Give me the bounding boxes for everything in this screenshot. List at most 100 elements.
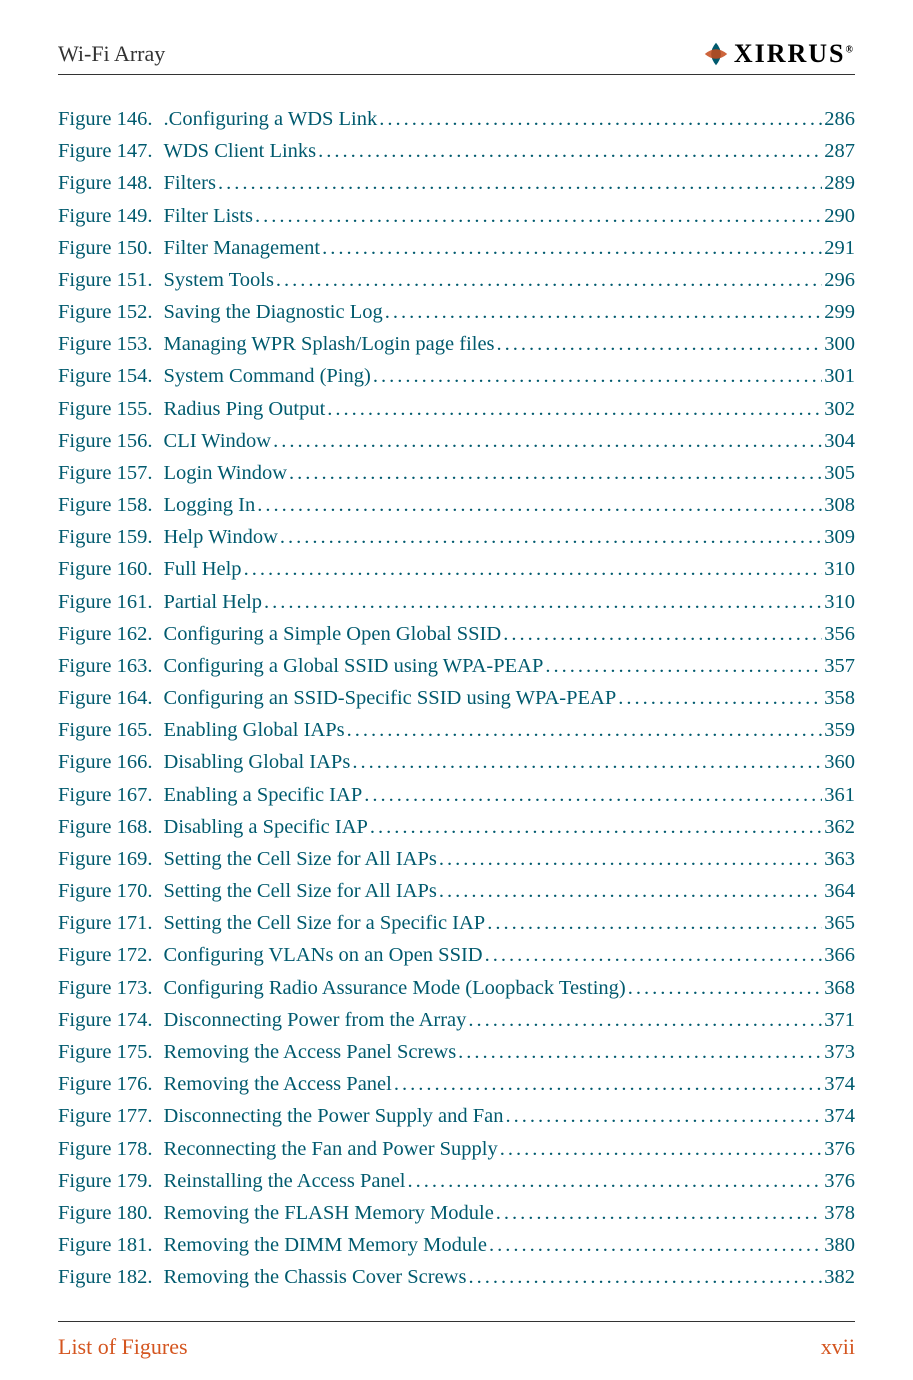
toc-entry[interactable]: Figure 161.Partial Help 310 <box>58 586 855 618</box>
leader-dots <box>379 103 822 135</box>
page-number: 286 <box>824 103 855 135</box>
leader-dots <box>485 939 823 971</box>
figure-number: Figure 147. <box>58 135 153 167</box>
figure-title: Saving the Diagnostic Log <box>164 296 383 328</box>
page-header: Wi-Fi Array XIRRUS® <box>58 38 855 75</box>
figure-title: Filters <box>164 167 216 199</box>
page-number: 374 <box>824 1100 855 1132</box>
toc-entry[interactable]: Figure 178.Reconnecting the Fan and Powe… <box>58 1133 855 1165</box>
toc-entry[interactable]: Figure 168.Disabling a Specific IAP 362 <box>58 811 855 843</box>
page-number: 380 <box>824 1229 855 1261</box>
figure-number: Figure 159. <box>58 521 153 553</box>
figure-title: Disconnecting the Power Supply and Fan <box>164 1100 504 1132</box>
page-number: 302 <box>824 393 855 425</box>
toc-entry[interactable]: Figure 173.Configuring Radio Assurance M… <box>58 972 855 1004</box>
figure-title: Configuring VLANs on an Open SSID <box>164 939 483 971</box>
figure-title: Disabling Global IAPs <box>164 746 351 778</box>
logo-text: XIRRUS® <box>734 39 855 69</box>
figure-number: Figure 167. <box>58 779 153 811</box>
header-title: Wi-Fi Array <box>58 41 165 67</box>
toc-entry[interactable]: Figure 150.Filter Management 291 <box>58 232 855 264</box>
toc-entry[interactable]: Figure 181.Removing the DIMM Memory Modu… <box>58 1229 855 1261</box>
toc-entry[interactable]: Figure 174.Disconnecting Power from the … <box>58 1004 855 1036</box>
page-number: 304 <box>824 425 855 457</box>
toc-entry[interactable]: Figure 180.Removing the FLASH Memory Mod… <box>58 1197 855 1229</box>
figure-title: Setting the Cell Size for a Specific IAP <box>164 907 486 939</box>
toc-entry[interactable]: Figure 156.CLI Window 304 <box>58 425 855 457</box>
toc-entry[interactable]: Figure 164.Configuring an SSID-Specific … <box>58 682 855 714</box>
figure-number: Figure 156. <box>58 425 153 457</box>
leader-dots <box>280 521 822 553</box>
leader-dots <box>458 1036 822 1068</box>
figure-number: Figure 171. <box>58 907 153 939</box>
toc-entry[interactable]: Figure 165.Enabling Global IAPs 359 <box>58 714 855 746</box>
figure-title: Partial Help <box>164 586 263 618</box>
leader-dots <box>489 1229 822 1261</box>
figure-number: Figure 150. <box>58 232 153 264</box>
figure-number: Figure 178. <box>58 1133 153 1165</box>
leader-dots <box>373 360 822 392</box>
toc-entry[interactable]: Figure 151.System Tools 296 <box>58 264 855 296</box>
toc-entry[interactable]: Figure 170.Setting the Cell Size for All… <box>58 875 855 907</box>
toc-entry[interactable]: Figure 154.System Command (Ping) 301 <box>58 360 855 392</box>
toc-entry[interactable]: Figure 175.Removing the Access Panel Scr… <box>58 1036 855 1068</box>
figure-title: Configuring Radio Assurance Mode (Loopba… <box>164 972 626 1004</box>
toc-entry[interactable]: Figure 166.Disabling Global IAPs 360 <box>58 746 855 778</box>
figure-number: Figure 170. <box>58 875 153 907</box>
figure-title: Disconnecting Power from the Array <box>164 1004 467 1036</box>
page-number: 300 <box>824 328 855 360</box>
toc-entry[interactable]: Figure 159.Help Window 309 <box>58 521 855 553</box>
leader-dots <box>497 328 823 360</box>
leader-dots <box>370 811 822 843</box>
leader-dots <box>264 586 822 618</box>
leader-dots <box>408 1165 823 1197</box>
figure-number: Figure 160. <box>58 553 153 585</box>
toc-entry[interactable]: Figure 176.Removing the Access Panel 374 <box>58 1068 855 1100</box>
figure-title: Filter Management <box>164 232 321 264</box>
figure-title: Enabling a Specific IAP <box>164 779 363 811</box>
toc-entry[interactable]: Figure 149.Filter Lists 290 <box>58 200 855 232</box>
page-number: 374 <box>824 1068 855 1100</box>
page-number: 382 <box>824 1261 855 1293</box>
toc-entry[interactable]: Figure 148.Filters 289 <box>58 167 855 199</box>
page-number: 362 <box>824 811 855 843</box>
toc-entry[interactable]: Figure 152.Saving the Diagnostic Log 299 <box>58 296 855 328</box>
toc-entry[interactable]: Figure 158.Logging In 308 <box>58 489 855 521</box>
toc-entry[interactable]: Figure 153.Managing WPR Splash/Login pag… <box>58 328 855 360</box>
toc-entry[interactable]: Figure 146..Configuring a WDS Link 286 <box>58 103 855 135</box>
toc-entry[interactable]: Figure 177.Disconnecting the Power Suppl… <box>58 1100 855 1132</box>
toc-entry[interactable]: Figure 162.Configuring a Simple Open Glo… <box>58 618 855 650</box>
figure-number: Figure 149. <box>58 200 153 232</box>
page-number: 299 <box>824 296 855 328</box>
figure-number: Figure 182. <box>58 1261 153 1293</box>
toc-entry[interactable]: Figure 163.Configuring a Global SSID usi… <box>58 650 855 682</box>
leader-dots <box>496 1197 822 1229</box>
toc-entry[interactable]: Figure 160.Full Help 310 <box>58 553 855 585</box>
leader-dots <box>503 618 822 650</box>
figure-title: Help Window <box>164 521 278 553</box>
toc-entry[interactable]: Figure 157.Login Window 305 <box>58 457 855 489</box>
page-number: 310 <box>824 553 855 585</box>
xirrus-logo-icon <box>700 38 732 70</box>
leader-dots <box>218 167 822 199</box>
figure-title: Removing the Access Panel Screws <box>164 1036 457 1068</box>
toc-entry[interactable]: Figure 155.Radius Ping Output 302 <box>58 393 855 425</box>
toc-entry[interactable]: Figure 172.Configuring VLANs on an Open … <box>58 939 855 971</box>
leader-dots <box>273 425 822 457</box>
page-footer: List of Figures xvii <box>58 1321 855 1360</box>
leader-dots <box>439 843 822 875</box>
toc-entry[interactable]: Figure 171. Setting the Cell Size for a S… <box>58 907 855 939</box>
toc-entry[interactable]: Figure 169.Setting the Cell Size for All… <box>58 843 855 875</box>
toc-entry[interactable]: Figure 179. Reinstalling the Access Panel… <box>58 1165 855 1197</box>
toc-entry[interactable]: Figure 167.Enabling a Specific IAP 361 <box>58 779 855 811</box>
leader-dots <box>255 200 822 232</box>
figure-title: Reinstalling the Access Panel <box>164 1165 406 1197</box>
page-number: 356 <box>824 618 855 650</box>
leader-dots <box>289 457 822 489</box>
toc-entry[interactable]: Figure 182.Removing the Chassis Cover Sc… <box>58 1261 855 1293</box>
leader-dots <box>394 1068 822 1100</box>
figure-title: System Tools <box>164 264 274 296</box>
toc-entry[interactable]: Figure 147.WDS Client Links 287 <box>58 135 855 167</box>
figure-title: Removing the DIMM Memory Module <box>164 1229 487 1261</box>
figure-number: Figure 179. <box>58 1165 153 1197</box>
